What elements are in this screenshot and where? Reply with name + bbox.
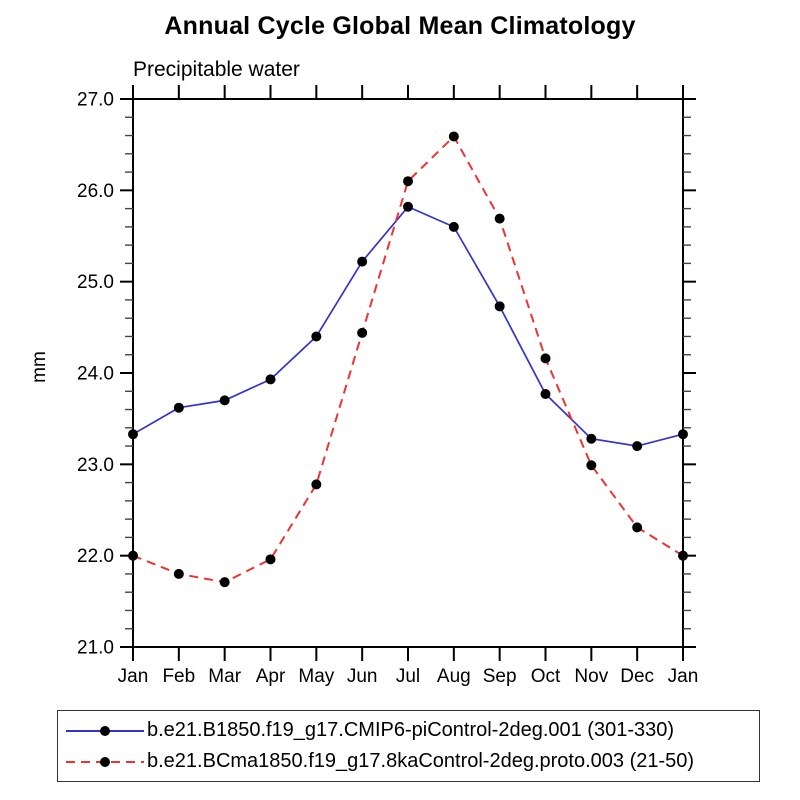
x-tick-label: Mar bbox=[208, 666, 241, 687]
data-point-marker-1 bbox=[678, 550, 688, 561]
data-point-marker-1 bbox=[586, 460, 597, 471]
data-point-marker-0 bbox=[632, 441, 643, 452]
data-point-marker-0 bbox=[540, 389, 551, 400]
data-point-marker-0 bbox=[128, 429, 138, 440]
data-point-marker-1 bbox=[311, 479, 322, 490]
x-tick-label: Jan bbox=[118, 666, 149, 687]
x-tick-label: Apr bbox=[256, 666, 286, 687]
data-point-marker-1 bbox=[128, 550, 138, 561]
x-tick-label: Sep bbox=[483, 666, 517, 687]
data-point-marker-0 bbox=[219, 395, 230, 406]
data-point-marker-0 bbox=[403, 201, 413, 212]
x-tick-label: Jan bbox=[668, 666, 699, 687]
data-point-marker-1 bbox=[357, 327, 368, 338]
chart-title: Annual Cycle Global Mean Climatology bbox=[164, 12, 636, 40]
data-point-marker-1 bbox=[540, 353, 551, 364]
y-tick-label: 24.0 bbox=[77, 364, 114, 385]
series-line-0 bbox=[132, 205, 684, 447]
x-tick-label: Feb bbox=[162, 666, 195, 687]
data-point-marker-1 bbox=[494, 213, 505, 224]
data-point-marker-0 bbox=[494, 301, 505, 312]
data-point-marker-0 bbox=[678, 429, 688, 440]
x-tick-label: Dec bbox=[620, 666, 654, 687]
x-tick-label: Aug bbox=[437, 666, 471, 687]
x-tick-label: May bbox=[298, 666, 334, 687]
legend-line-sample bbox=[66, 756, 144, 767]
x-tick-label: Jun bbox=[347, 666, 378, 687]
data-point-marker-0 bbox=[265, 374, 276, 385]
data-point-marker-0 bbox=[357, 256, 368, 267]
legend-line-sample bbox=[66, 725, 144, 736]
y-tick-label: 21.0 bbox=[77, 638, 114, 659]
data-point-marker-0 bbox=[173, 402, 184, 413]
y-tick-label: 25.0 bbox=[77, 272, 114, 293]
legend-item: b.e21.B1850.f19_g17.CMIP6-piControl-2deg… bbox=[63, 719, 759, 742]
legend-marker-dot bbox=[100, 756, 110, 767]
data-point-marker-0 bbox=[448, 221, 459, 232]
data-point-marker-1 bbox=[219, 577, 230, 588]
legend-box: b.e21.B1850.f19_g17.CMIP6-piControl-2deg… bbox=[57, 710, 760, 782]
x-tick-label: Jul bbox=[396, 666, 420, 687]
y-tick-label: 26.0 bbox=[77, 181, 114, 202]
legend-item: b.e21.BCma1850.f19_g17.8kaControl-2deg.p… bbox=[63, 750, 759, 773]
data-point-marker-1 bbox=[403, 176, 413, 187]
legend-label: b.e21.B1850.f19_g17.CMIP6-piControl-2deg… bbox=[147, 719, 675, 741]
x-tick-label: Oct bbox=[531, 666, 561, 687]
data-point-marker-0 bbox=[311, 331, 322, 342]
data-point-marker-1 bbox=[448, 131, 459, 142]
data-point-marker-1 bbox=[265, 554, 276, 565]
y-tick-label: 23.0 bbox=[77, 455, 114, 476]
chart-subtitle: Precipitable water bbox=[133, 58, 300, 81]
y-tick-label: 22.0 bbox=[77, 546, 114, 567]
data-point-marker-1 bbox=[173, 568, 184, 579]
x-tick-label: Nov bbox=[574, 666, 608, 687]
data-point-marker-1 bbox=[632, 522, 643, 533]
legend-label: b.e21.BCma1850.f19_g17.8kaControl-2deg.p… bbox=[147, 750, 695, 772]
legend-marker-dot bbox=[100, 725, 110, 736]
data-point-marker-0 bbox=[586, 433, 597, 444]
y-tick-label: 27.0 bbox=[77, 90, 114, 111]
